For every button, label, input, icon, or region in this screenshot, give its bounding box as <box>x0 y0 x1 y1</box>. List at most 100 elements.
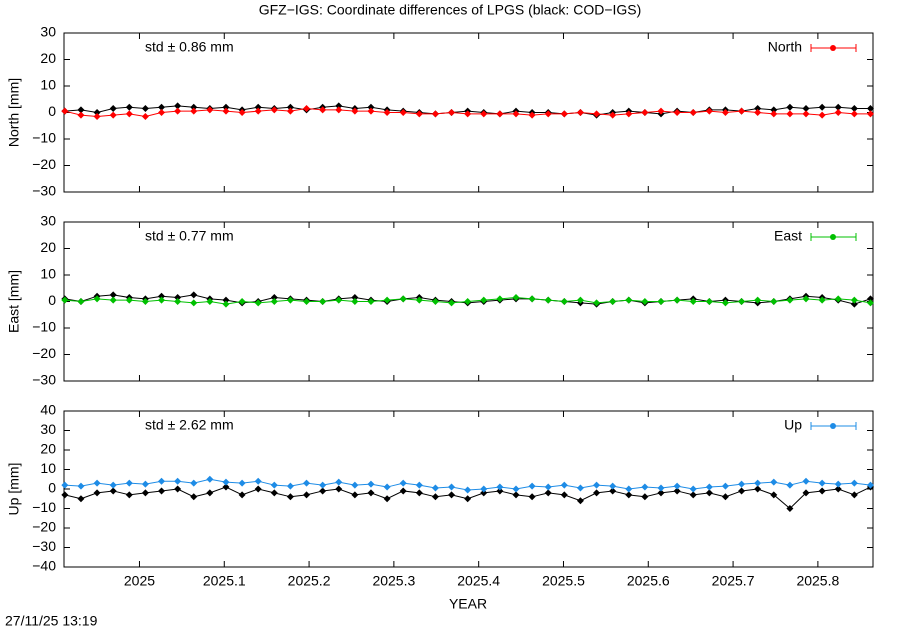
data-point <box>866 295 874 303</box>
y-tick-label: 0 <box>48 480 56 496</box>
data-point <box>431 493 439 501</box>
data-point <box>141 105 149 113</box>
data-point <box>415 489 423 497</box>
x-tick-label: 2025.7 <box>712 573 755 589</box>
y-tick-label: −20 <box>32 519 56 535</box>
legend-label: East <box>774 228 802 244</box>
data-point <box>254 485 262 493</box>
series <box>61 483 874 512</box>
data-point <box>351 298 359 305</box>
data-point <box>190 103 198 111</box>
data-point <box>609 487 617 495</box>
data-point <box>61 491 69 499</box>
data-point <box>125 103 133 111</box>
data-point <box>399 295 407 303</box>
data-point <box>61 296 69 304</box>
data-point <box>448 109 456 116</box>
data-point <box>270 298 278 305</box>
data-point <box>254 103 262 111</box>
data-point <box>818 103 826 111</box>
data-point <box>222 107 230 115</box>
data-point <box>738 480 746 488</box>
data-point <box>673 487 681 495</box>
data-point <box>866 105 874 113</box>
data-point <box>770 478 778 486</box>
data-point <box>158 487 166 495</box>
x-tick-label: 2025.8 <box>796 573 839 589</box>
data-point <box>77 495 85 503</box>
data-point <box>448 299 456 307</box>
data-point <box>834 295 842 303</box>
series <box>61 294 874 308</box>
data-point <box>625 485 633 493</box>
y-tick-label: −40 <box>32 558 56 574</box>
data-point <box>464 298 472 305</box>
x-tick-label: 2025.3 <box>372 573 415 589</box>
data-point <box>802 110 810 118</box>
data-point <box>657 489 665 497</box>
data-point <box>303 105 311 113</box>
data-point <box>560 481 568 489</box>
data-point <box>190 299 198 307</box>
data-point <box>383 495 391 503</box>
data-point <box>802 489 810 497</box>
data-point <box>448 491 456 499</box>
data-point <box>238 479 246 487</box>
data-point <box>222 483 230 491</box>
data-point <box>222 296 230 304</box>
data-point <box>109 105 117 113</box>
data-point <box>480 485 488 493</box>
data-point <box>770 298 778 305</box>
y-tick-label: −10 <box>32 499 56 515</box>
data-point <box>850 300 858 308</box>
data-point <box>721 299 729 307</box>
data-point <box>850 110 858 118</box>
data-point <box>850 491 858 499</box>
data-point <box>689 485 697 493</box>
series <box>61 105 874 120</box>
data-point <box>721 493 729 501</box>
data-point <box>512 485 520 493</box>
legend-swatch <box>830 423 836 429</box>
y-tick-label: −30 <box>32 372 56 388</box>
data-point <box>464 110 472 118</box>
data-point <box>270 481 278 489</box>
data-point <box>141 112 149 120</box>
data-point <box>609 298 617 305</box>
data-point <box>270 294 278 302</box>
data-point <box>786 296 794 304</box>
data-point <box>576 484 584 492</box>
data-point <box>109 481 117 489</box>
data-point <box>222 478 230 486</box>
data-point <box>544 296 552 304</box>
data-point <box>319 298 327 305</box>
data-point <box>109 111 117 119</box>
data-point <box>850 105 858 113</box>
data-point <box>754 485 762 493</box>
data-point <box>158 103 166 111</box>
data-point <box>576 497 584 505</box>
data-point <box>593 110 601 118</box>
data-point <box>158 296 166 304</box>
data-point <box>93 112 101 120</box>
data-point <box>335 485 343 493</box>
data-point <box>158 477 166 485</box>
data-point <box>335 296 343 304</box>
y-tick-label: 20 <box>40 50 56 66</box>
data-point <box>254 299 262 307</box>
data-point <box>738 487 746 495</box>
y-axis-label: North [mm] <box>6 78 22 147</box>
data-point <box>689 109 697 116</box>
data-point <box>383 483 391 491</box>
data-point <box>158 109 166 116</box>
data-point <box>190 479 198 487</box>
data-point <box>770 491 778 499</box>
data-point <box>431 484 439 492</box>
x-tick-label: 2025 <box>124 573 155 589</box>
data-point <box>657 484 665 492</box>
data-point <box>61 481 69 489</box>
data-point <box>206 489 214 497</box>
data-point <box>544 483 552 491</box>
data-point <box>303 491 311 499</box>
data-point <box>512 491 520 499</box>
